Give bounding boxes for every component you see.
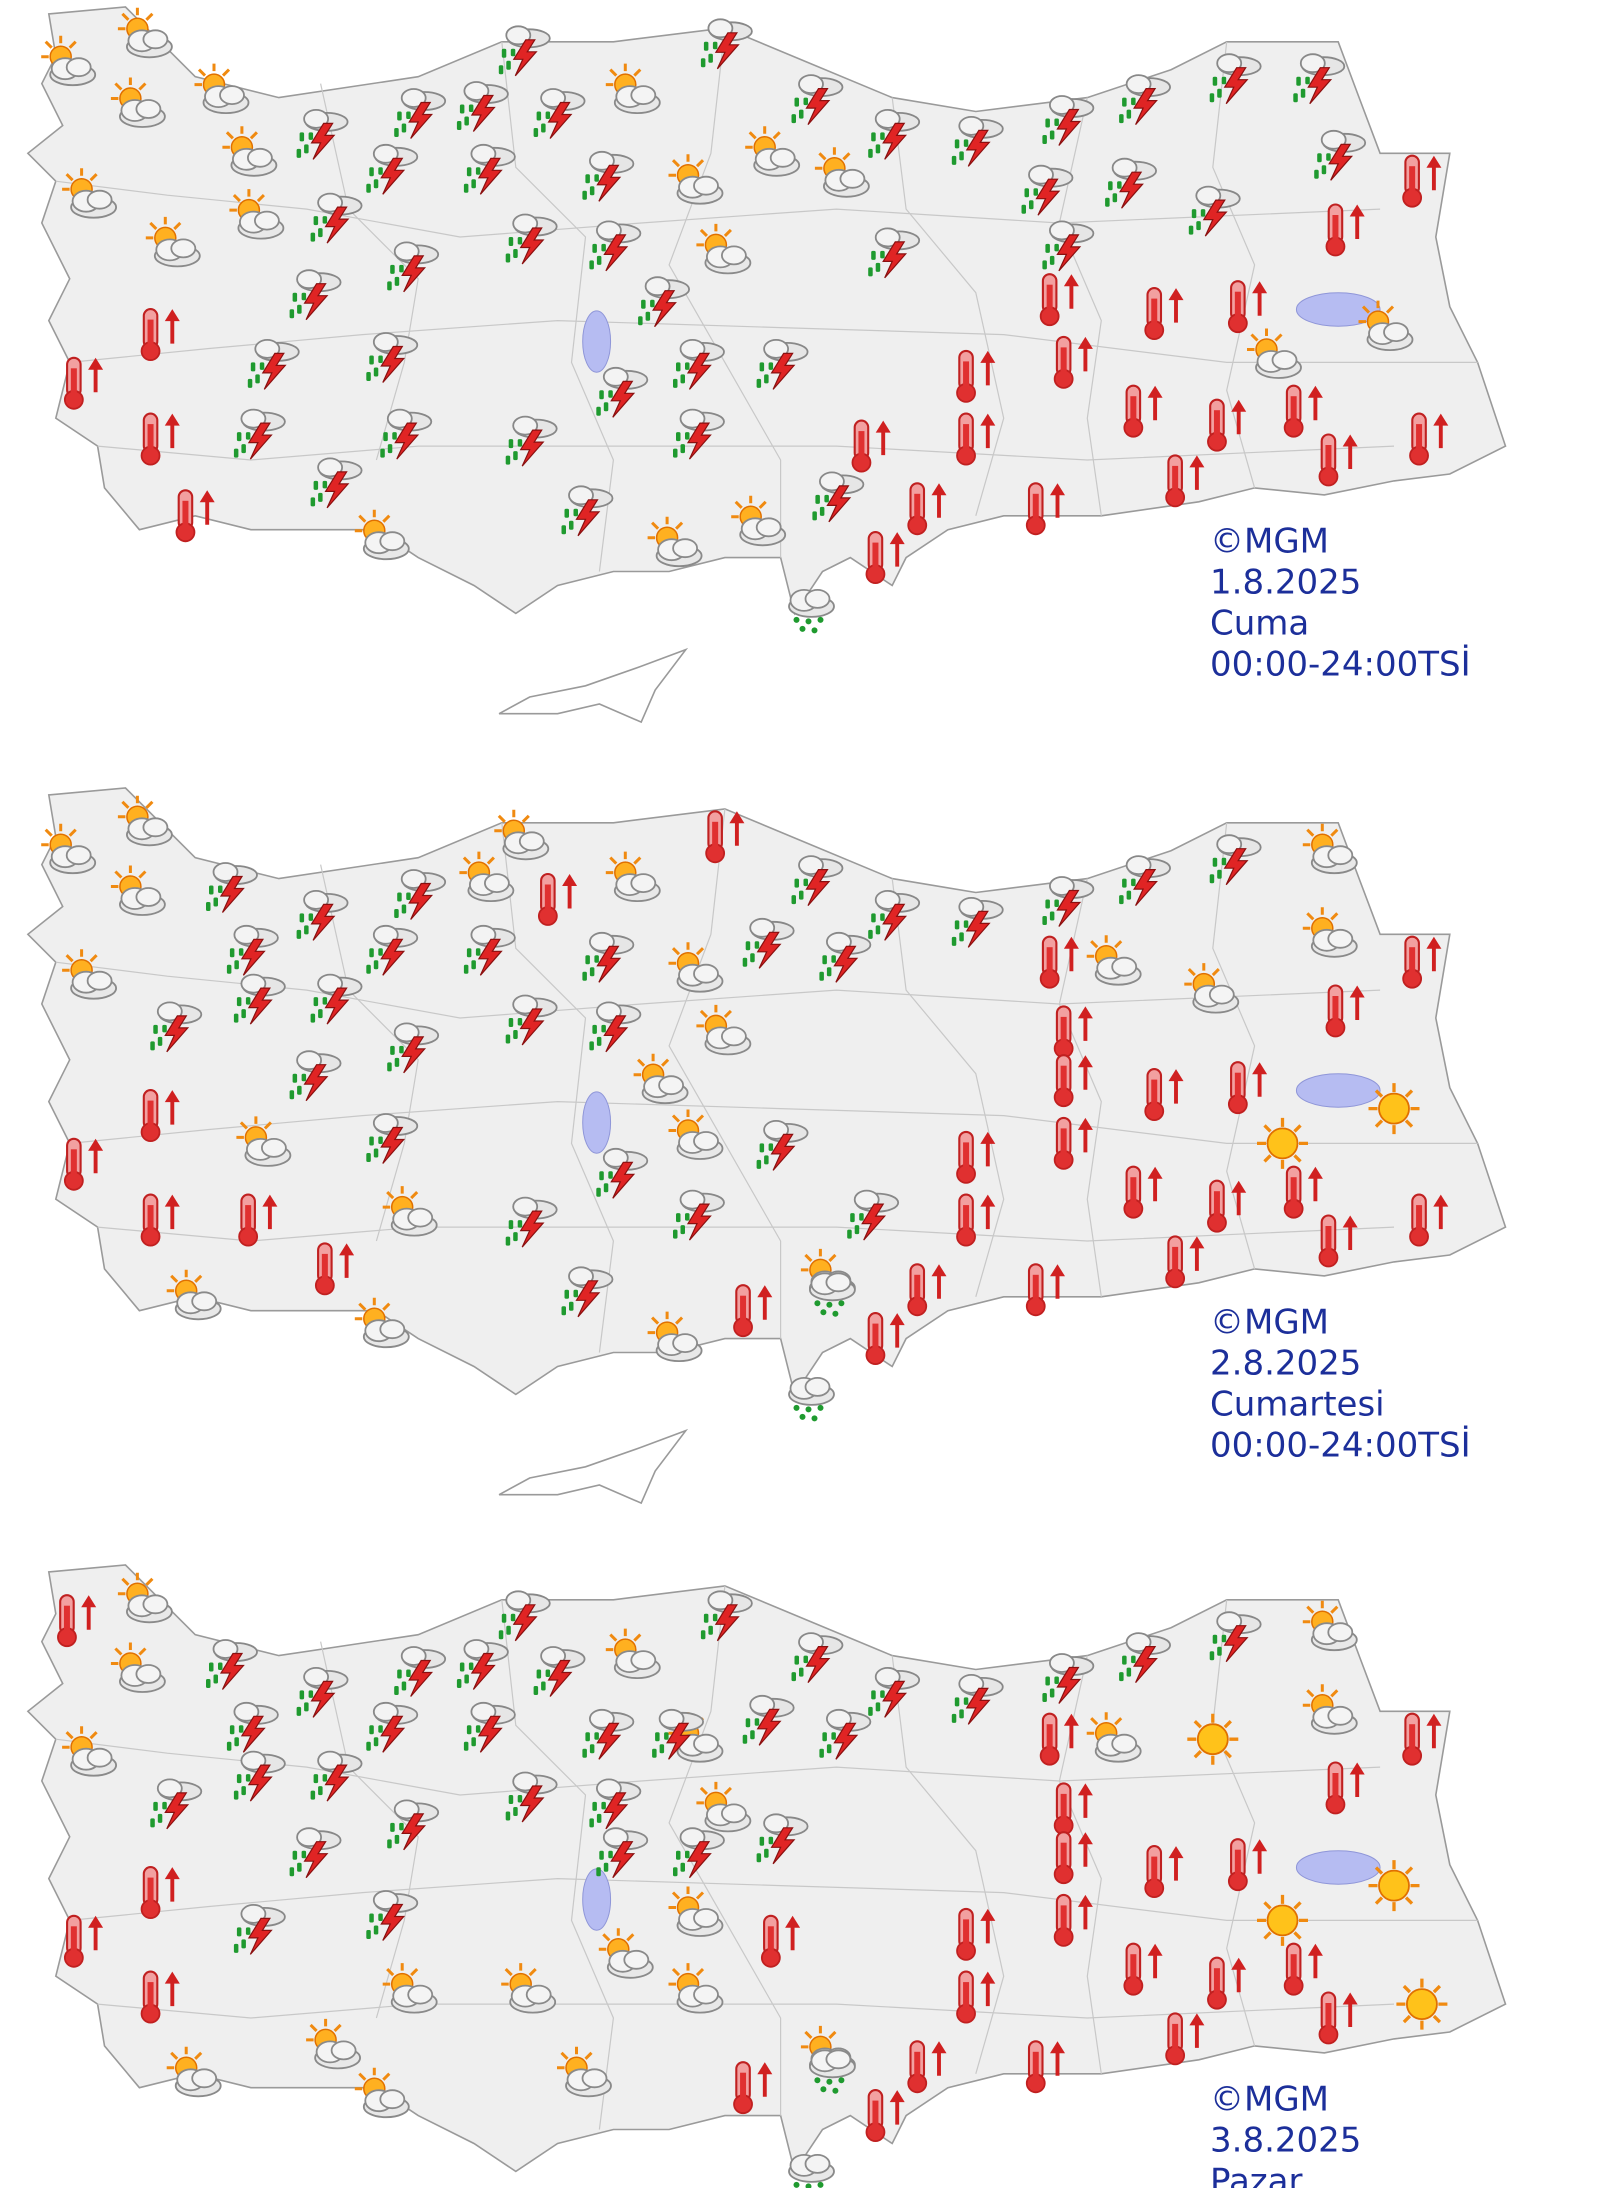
province-border (320, 83, 419, 461)
sunny-icon (1366, 1858, 1422, 1913)
lake (1295, 292, 1381, 327)
lake (582, 310, 612, 373)
map-caption: Cumartesi (1210, 1385, 1385, 1425)
province-border (320, 864, 419, 1242)
lake (582, 1868, 612, 1931)
province-border (1212, 41, 1256, 489)
province-border (891, 878, 1005, 1297)
rain-icon (789, 2155, 834, 2188)
sunny-icon (1185, 1712, 1240, 1767)
province-border (1212, 1599, 1256, 2047)
map-caption: 2.8.2025 (1210, 1344, 1361, 1384)
sunny-icon (1394, 1976, 1450, 2032)
province-border (668, 1585, 782, 2116)
province-border (320, 1641, 419, 2019)
sunny-icon (1255, 1116, 1310, 1171)
map-caption: ©MGM (1210, 2080, 1329, 2120)
map-caption: 3.8.2025 (1210, 2121, 1361, 2161)
province-border (891, 1655, 1005, 2074)
province-border (97, 2003, 1395, 2019)
cyprus-outline (498, 1428, 689, 1505)
province-border (69, 319, 1478, 363)
lake (1295, 1073, 1381, 1108)
province-border (69, 1100, 1478, 1144)
map-caption: ©MGM (1210, 1303, 1329, 1343)
map-caption: 00:00-24:00TSİ (1210, 645, 1471, 685)
province-border (69, 1877, 1478, 1921)
map-caption: 00:00-24:00TSİ (1210, 1426, 1471, 1466)
province-border (891, 97, 1005, 516)
province-border (668, 808, 782, 1339)
sunny-icon (1366, 1081, 1422, 1136)
map-caption: Cuma (1210, 604, 1309, 644)
rain-icon (789, 590, 834, 634)
map-caption: ©MGM (1210, 522, 1329, 562)
province-border (501, 1599, 615, 2130)
province-border (501, 822, 615, 1353)
province-border (97, 445, 1395, 461)
lake (582, 1091, 612, 1154)
province-border (1058, 878, 1102, 1297)
province-border (1212, 822, 1256, 1270)
rain-icon (789, 1378, 834, 1422)
province-border (501, 41, 615, 572)
map-caption: 1.8.2025 (1210, 563, 1361, 603)
lake (1295, 1850, 1381, 1885)
map-caption: Pazar (1210, 2162, 1302, 2188)
cyprus-outline (498, 647, 689, 724)
sunny-icon (1255, 1893, 1310, 1948)
province-border (1058, 1655, 1102, 2074)
province-border (668, 27, 782, 558)
